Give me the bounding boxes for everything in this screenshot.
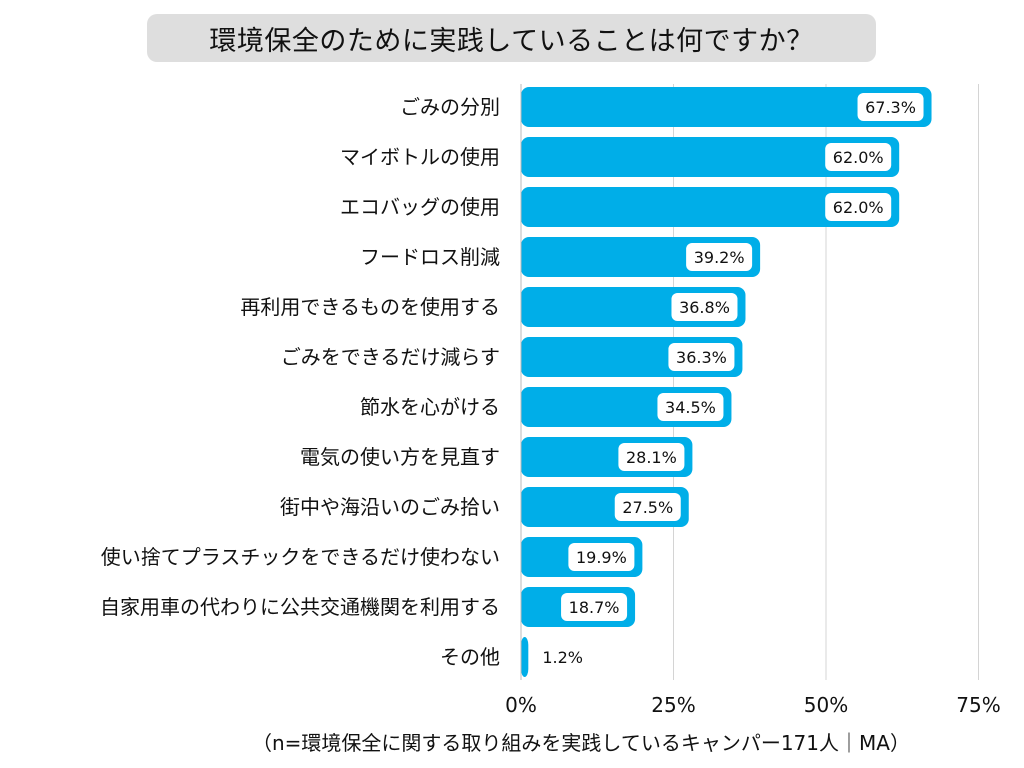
category-label: 街中や海沿いのごみ拾い (280, 495, 500, 519)
value-label: 62.0% (833, 148, 884, 167)
x-tick-label: 0% (505, 693, 537, 717)
category-label: ごみの分別 (400, 95, 500, 119)
value-label: 62.0% (833, 198, 884, 217)
bar (521, 637, 529, 677)
value-label-box (568, 543, 635, 571)
value-label: 34.5% (665, 398, 716, 417)
category-label: その他 (440, 645, 500, 669)
value-label: 36.3% (676, 348, 727, 367)
value-label: 28.1% (626, 448, 677, 467)
value-label: 67.3% (865, 98, 916, 117)
value-label-box (561, 593, 628, 621)
category-label: ごみをできるだけ減らす (281, 345, 500, 369)
category-label: マイボトルの使用 (340, 145, 500, 169)
x-tick-label: 75% (956, 693, 1000, 717)
value-label-box (618, 443, 685, 471)
value-label-box (657, 393, 724, 421)
sample-note: （n=環境保全に関する取り組みを実践しているキャンパー171人｜MA） (252, 731, 910, 755)
value-label-box (614, 493, 681, 521)
value-label-box (825, 193, 892, 221)
value-label-box (671, 293, 738, 321)
bar (521, 137, 900, 177)
value-label: 36.8% (679, 298, 730, 317)
value-label-box (857, 93, 924, 121)
category-label: 節水を心がける (360, 395, 500, 419)
value-label: 18.7% (569, 598, 620, 617)
value-label: 27.5% (622, 498, 673, 517)
bar (521, 87, 932, 127)
x-tick-label: 50% (804, 693, 848, 717)
category-label: 電気の使い方を見直す (300, 445, 500, 469)
category-label: エコバッグの使用 (340, 195, 500, 219)
category-label: フードロス削減 (360, 245, 500, 269)
bar (521, 187, 900, 227)
value-label-box (668, 343, 735, 371)
category-label: 使い捨てプラスチックをできるだけ使わない (101, 545, 500, 569)
value-label-box (686, 243, 753, 271)
chart-title: 環境保全のために実践していることは何ですか？ (147, 14, 876, 62)
category-label: 自家用車の代わりに公共交通機関を利用する (100, 595, 500, 619)
x-tick-label: 25% (651, 693, 695, 717)
value-label-box (825, 143, 892, 171)
category-label: 再利用できるものを使用する (240, 295, 500, 319)
value-label: 19.9% (576, 548, 627, 567)
value-label: 1.2% (542, 648, 583, 667)
value-label: 39.2% (694, 248, 745, 267)
